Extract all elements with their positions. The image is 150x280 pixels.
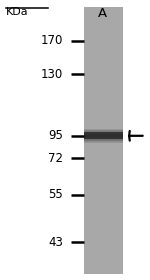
Bar <box>84 132 123 139</box>
Bar <box>84 136 123 137</box>
Bar <box>84 135 123 136</box>
Bar <box>84 137 123 138</box>
Bar <box>84 142 123 143</box>
Text: 43: 43 <box>48 236 63 249</box>
Text: 72: 72 <box>48 152 63 165</box>
Bar <box>84 131 123 132</box>
Text: 130: 130 <box>41 68 63 81</box>
Text: 95: 95 <box>48 129 63 142</box>
Bar <box>84 139 123 140</box>
Text: 170: 170 <box>41 34 63 47</box>
Bar <box>84 132 123 133</box>
Bar <box>84 7 123 274</box>
Bar <box>84 138 123 139</box>
Bar <box>84 141 123 142</box>
Text: 55: 55 <box>48 188 63 201</box>
Bar <box>84 140 123 141</box>
Bar <box>84 134 123 135</box>
Bar <box>84 130 123 131</box>
Bar <box>84 129 123 130</box>
Bar <box>84 133 123 134</box>
Text: A: A <box>98 7 107 20</box>
Text: KDa: KDa <box>6 7 29 17</box>
